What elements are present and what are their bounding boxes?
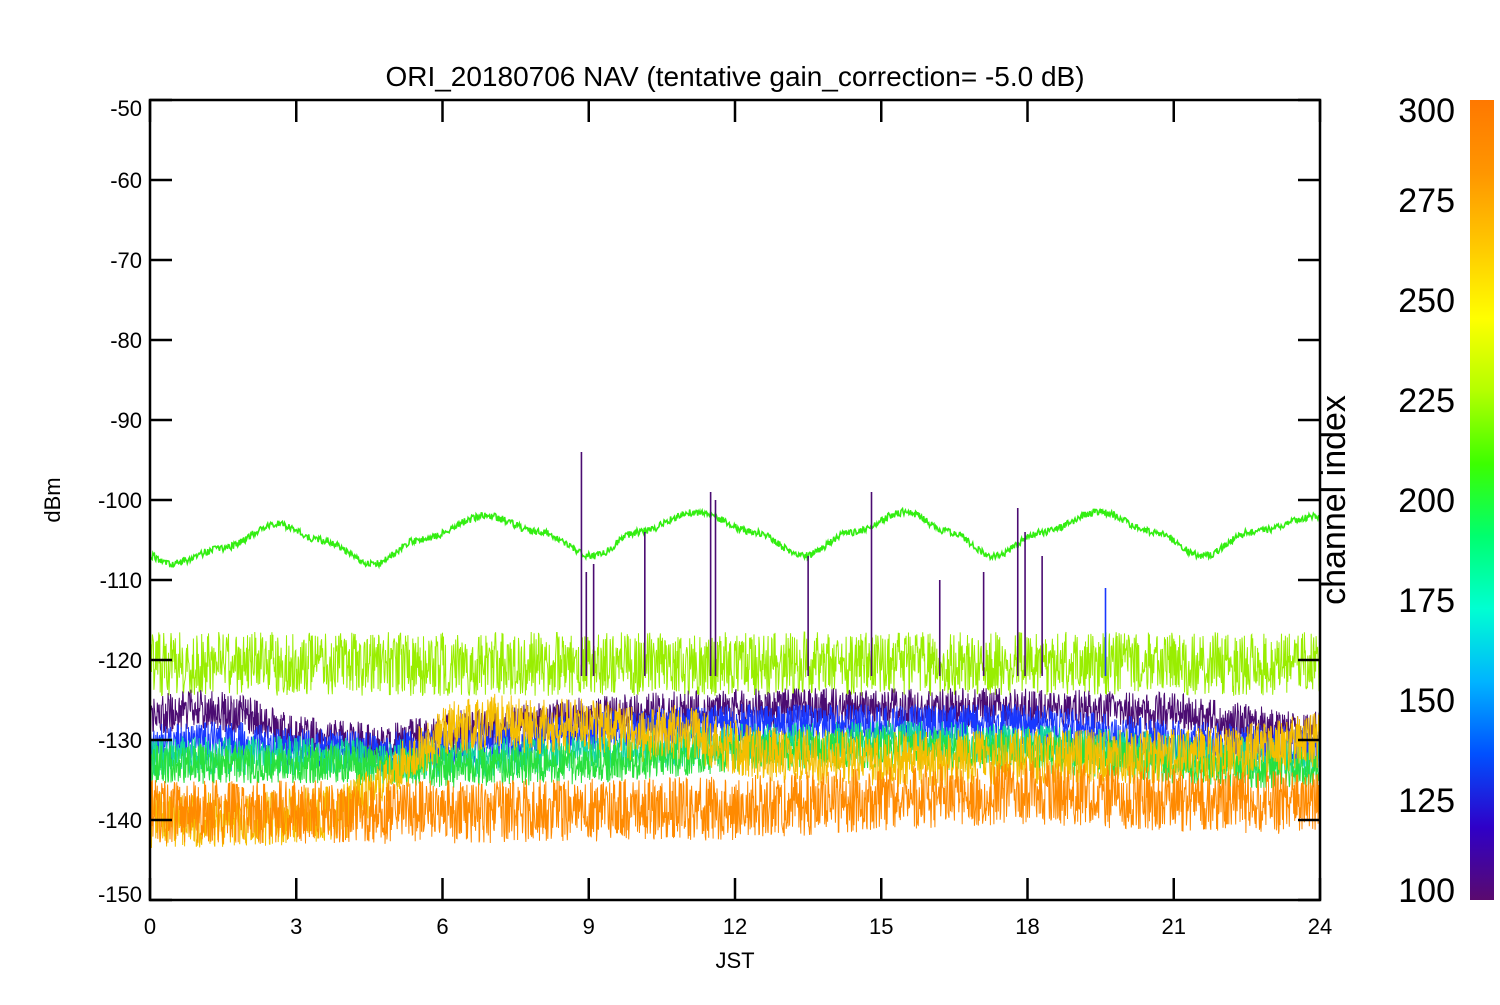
y-tick-label: -110: [100, 568, 142, 593]
x-tick-label: 15: [869, 914, 893, 939]
y-tick-label: -120: [98, 648, 142, 673]
series-line-ch295: [150, 760, 1320, 844]
x-tick-label: 3: [290, 914, 302, 939]
y-tick-label: -150: [98, 882, 142, 907]
colorbar-tick-label: 100: [1398, 872, 1455, 910]
y-tick-label: -90: [110, 408, 142, 433]
x-tick-label: 24: [1308, 914, 1332, 939]
series-line-ch236: [150, 506, 1320, 570]
colorbar: channel index 300 275 250 225 200 175 150 125 10…: [1315, 92, 1494, 910]
colorbar-tick-label: 125: [1398, 782, 1455, 820]
colorbar-tick-label: 150: [1398, 682, 1455, 720]
axes: 0 3 6 9 12 15 18 21 24 -50 -60 -70 -80 -90 -100 -110 -12…: [98, 96, 1332, 939]
colorbar-gradient: [1470, 100, 1494, 900]
x-tick-label: 9: [583, 914, 595, 939]
y-tick-label: -140: [98, 808, 142, 833]
y-tick-label: -100: [98, 488, 142, 513]
y-tick-label: -70: [110, 248, 142, 273]
colorbar-tick-label: 250: [1398, 282, 1455, 320]
y-axis-label: dBm: [40, 477, 65, 522]
x-tick-label: 6: [436, 914, 448, 939]
series-line-ch105: [150, 688, 1320, 764]
colorbar-tick-label: 200: [1398, 482, 1455, 520]
colorbar-tick-label: 175: [1398, 582, 1455, 620]
colorbar-tick-label: 275: [1398, 182, 1455, 220]
x-tick-label: 12: [723, 914, 747, 939]
x-tick-label: 18: [1015, 914, 1039, 939]
colorbar-label: channel index: [1315, 395, 1353, 605]
x-tick-label: 0: [144, 914, 156, 939]
plot-area: [150, 452, 1320, 848]
y-tick-label: -60: [110, 168, 142, 193]
y-tick-label: -80: [110, 328, 142, 353]
x-tick-label: 21: [1162, 914, 1186, 939]
y-tick-label: -130: [98, 728, 142, 753]
chart-title: ORI_20180706 NAV (tentative gain_correct…: [385, 61, 1084, 92]
series-line-ch265: [150, 631, 1320, 697]
colorbar-tick-label: 225: [1398, 382, 1455, 420]
y-tick-label: -50: [110, 96, 142, 121]
x-axis-label: JST: [715, 948, 754, 973]
colorbar-tick-label: 300: [1398, 92, 1455, 130]
